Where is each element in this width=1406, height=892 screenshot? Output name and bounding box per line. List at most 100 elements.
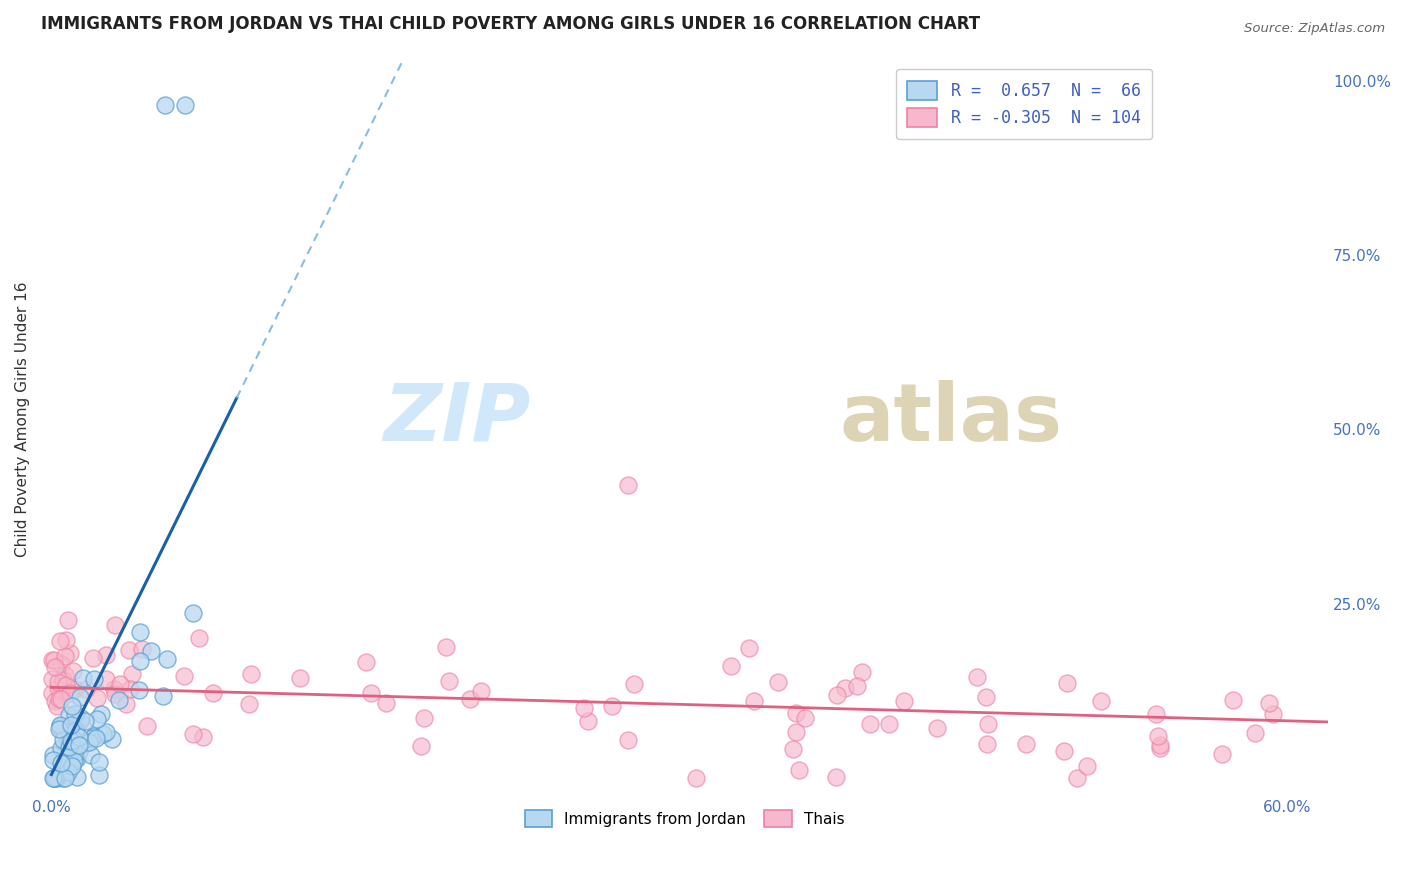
Point — [104, 617, 127, 632]
Point — [354, 655, 377, 669]
Point — [129, 654, 152, 668]
Point — [181, 606, 204, 620]
Point — [44, 659, 66, 673]
Point — [858, 716, 880, 731]
Point — [56, 614, 79, 628]
Point — [65, 723, 87, 737]
Point — [66, 770, 89, 784]
Text: IMMIGRANTS FROM JORDAN VS THAI CHILD POVERTY AMONG GIRLS UNDER 16 CORRELATION CH: IMMIGRANTS FROM JORDAN VS THAI CHILD POV… — [41, 15, 980, 33]
Point — [103, 682, 125, 697]
Point — [201, 686, 224, 700]
Point — [96, 648, 118, 663]
Text: atlas: atlas — [839, 380, 1062, 458]
Point — [62, 665, 84, 679]
Point — [60, 759, 83, 773]
Point — [63, 682, 86, 697]
Point — [94, 725, 117, 739]
Point — [52, 732, 75, 747]
Point — [46, 681, 69, 696]
Point — [1222, 692, 1244, 706]
Point — [785, 725, 807, 739]
Point — [1211, 747, 1233, 761]
Point — [45, 699, 67, 714]
Point — [90, 707, 112, 722]
Point — [173, 668, 195, 682]
Point — [1090, 694, 1112, 708]
Legend: Immigrants from Jordan, Thais: Immigrants from Jordan, Thais — [516, 801, 853, 837]
Point — [83, 730, 105, 744]
Point — [42, 771, 65, 785]
Point — [785, 706, 807, 721]
Point — [53, 771, 76, 785]
Point — [782, 741, 804, 756]
Point — [52, 673, 75, 687]
Point — [1258, 696, 1281, 710]
Point — [121, 666, 143, 681]
Point — [1066, 771, 1088, 785]
Point — [67, 744, 90, 758]
Point — [1149, 738, 1171, 752]
Point — [375, 696, 398, 710]
Point — [94, 673, 117, 687]
Point — [877, 717, 900, 731]
Point — [51, 657, 73, 672]
Point — [58, 735, 80, 749]
Point — [617, 732, 640, 747]
Point — [239, 667, 262, 681]
Point — [1056, 675, 1078, 690]
Point — [412, 711, 434, 725]
Point — [55, 633, 77, 648]
Point — [825, 771, 848, 785]
Point — [1149, 741, 1171, 756]
Point — [62, 754, 84, 768]
Point — [129, 625, 152, 640]
Point — [1147, 730, 1170, 744]
Point — [42, 771, 65, 785]
Point — [87, 756, 110, 770]
Point — [188, 632, 211, 646]
Point — [82, 651, 104, 665]
Point — [49, 718, 72, 732]
Point — [84, 731, 107, 745]
Point — [48, 723, 70, 737]
Point — [976, 737, 998, 751]
Point — [851, 665, 873, 680]
Point — [51, 692, 73, 706]
Point — [893, 694, 915, 708]
Point — [1263, 706, 1285, 721]
Point — [411, 739, 433, 753]
Point — [60, 718, 83, 732]
Point — [974, 690, 997, 704]
Point — [44, 693, 66, 707]
Point — [439, 674, 461, 689]
Point — [87, 768, 110, 782]
Point — [434, 640, 457, 655]
Point — [49, 718, 72, 732]
Point — [63, 707, 86, 722]
Point — [63, 711, 86, 725]
Point — [41, 653, 63, 667]
Point — [470, 683, 492, 698]
Point — [70, 711, 93, 725]
Point — [48, 633, 70, 648]
Point — [1243, 725, 1265, 739]
Point — [51, 756, 73, 770]
Point — [77, 735, 100, 749]
Point — [100, 732, 122, 747]
Point — [51, 684, 73, 698]
Point — [766, 674, 789, 689]
Point — [73, 714, 96, 728]
Point — [290, 672, 312, 686]
Point — [48, 691, 70, 706]
Point — [118, 643, 141, 657]
Point — [63, 733, 86, 747]
Point — [75, 736, 97, 750]
Point — [62, 750, 84, 764]
Point — [846, 679, 869, 693]
Point — [115, 698, 138, 712]
Point — [1076, 758, 1098, 772]
Point — [139, 644, 162, 658]
Point — [42, 753, 65, 767]
Point — [744, 693, 766, 707]
Point — [108, 693, 131, 707]
